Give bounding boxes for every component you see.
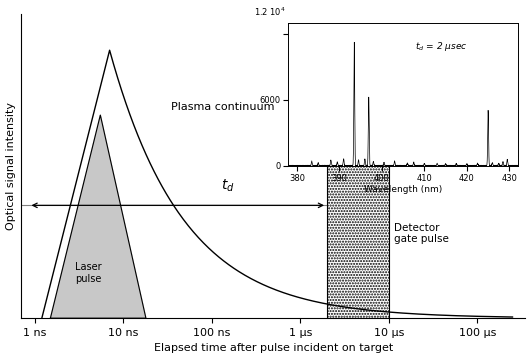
- Text: $t_d$: $t_d$: [220, 178, 234, 194]
- Y-axis label: Optical signal intensity: Optical signal intensity: [5, 102, 15, 230]
- Text: Detector
gate pulse: Detector gate pulse: [394, 223, 449, 244]
- X-axis label: Elapsed time after pulse incident on target: Elapsed time after pulse incident on tar…: [153, 344, 393, 354]
- Text: Plasma continuum: Plasma continuum: [172, 102, 275, 112]
- Text: Laser
pulse: Laser pulse: [75, 262, 101, 284]
- Bar: [327, 143, 389, 318]
- Text: $t_b$: $t_b$: [352, 96, 365, 112]
- Polygon shape: [50, 115, 146, 318]
